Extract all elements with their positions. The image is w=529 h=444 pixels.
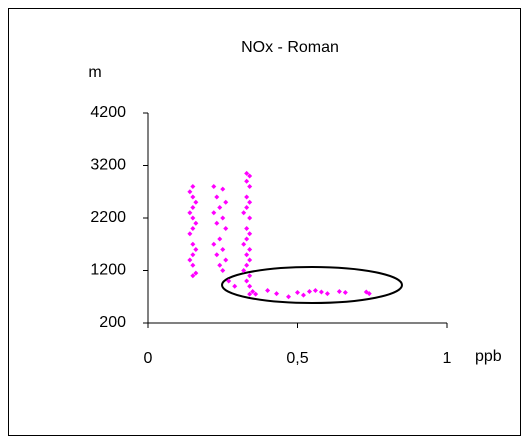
data-point [214, 220, 220, 226]
data-point [190, 252, 196, 258]
data-point [244, 262, 250, 268]
data-point [220, 247, 226, 252]
data-point [232, 283, 238, 289]
data-point [223, 257, 229, 263]
x-tick-label: 1 [443, 350, 452, 367]
highlight-ellipse [221, 266, 403, 304]
data-point [190, 226, 196, 231]
data-point [247, 257, 253, 263]
data-point [253, 291, 259, 297]
data-point [244, 194, 250, 200]
data-point [306, 289, 312, 294]
data-point [247, 273, 253, 279]
data-point [274, 291, 280, 297]
data-point [244, 252, 250, 258]
data-point [247, 199, 253, 205]
data-point [214, 252, 220, 258]
data-point [190, 215, 196, 221]
data-point [300, 292, 306, 298]
data-point [318, 289, 324, 295]
data-point [241, 268, 247, 273]
data-point [193, 199, 199, 205]
data-point [247, 173, 253, 179]
data-point [187, 257, 193, 263]
data-point [220, 215, 226, 221]
data-point [217, 205, 223, 210]
data-point [244, 278, 250, 284]
data-point [244, 226, 250, 231]
data-point [190, 241, 196, 247]
chart-title: NOx - Roman [241, 39, 339, 56]
data-point [250, 289, 256, 294]
data-point [226, 278, 232, 284]
data-point [247, 184, 253, 189]
data-point [190, 205, 196, 210]
data-point [214, 194, 220, 200]
chart-border [8, 8, 521, 436]
y-tick-label: 1200 [90, 262, 126, 279]
data-point [223, 226, 229, 231]
data-point [244, 236, 250, 242]
data-point [211, 184, 217, 189]
data-point [295, 290, 300, 296]
data-point [220, 186, 226, 192]
data-point [324, 291, 330, 297]
data-point [193, 220, 199, 226]
data-point [286, 294, 292, 300]
data-point [187, 189, 193, 195]
data-point [190, 184, 196, 189]
data-point [190, 194, 196, 200]
data-point [193, 270, 199, 276]
data-point [265, 287, 271, 293]
data-point [247, 247, 253, 252]
data-point [190, 262, 196, 268]
data-point [217, 236, 223, 242]
data-point [244, 205, 250, 210]
data-point [366, 291, 372, 297]
data-point [336, 289, 342, 294]
data-point [247, 231, 253, 237]
data-point [247, 291, 253, 297]
x-tick-label: 0,5 [286, 350, 308, 367]
y-tick-label: 2200 [90, 209, 126, 226]
data-point [312, 287, 318, 293]
data-point [244, 178, 250, 184]
data-point [211, 210, 217, 216]
y-tick-label: 200 [99, 314, 126, 331]
data-point [190, 273, 196, 279]
data-point [187, 231, 193, 237]
data-point [223, 199, 229, 205]
data-point [187, 210, 193, 216]
data-point [193, 247, 199, 252]
data-point [244, 170, 250, 176]
y-tick-label: 3200 [90, 157, 126, 174]
data-point [241, 210, 247, 216]
data-point [220, 268, 226, 273]
x-tick-label: 0 [144, 350, 153, 367]
y-axis-label: m [88, 64, 101, 81]
data-point [247, 215, 253, 221]
y-tick-label: 4200 [90, 104, 126, 121]
data-point [247, 283, 253, 289]
data-point [211, 241, 217, 247]
data-point [217, 262, 223, 268]
data-point [241, 241, 247, 247]
x-axis-label: ppb [475, 348, 502, 365]
data-point [342, 290, 348, 296]
